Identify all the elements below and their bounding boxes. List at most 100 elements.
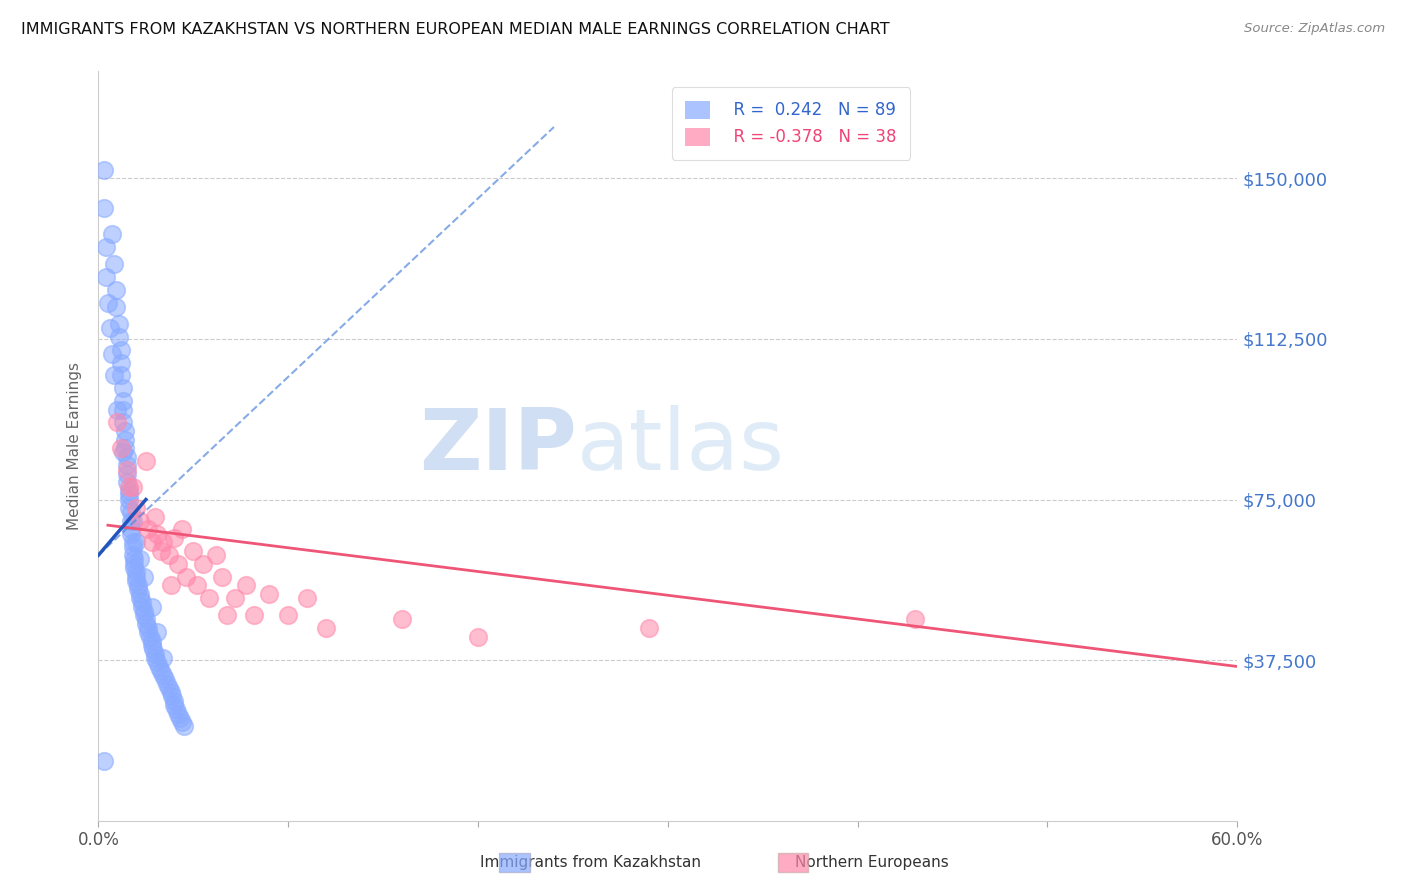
Point <box>104 300 127 314</box>
Point <box>146 655 169 669</box>
Text: atlas: atlas <box>576 404 785 488</box>
Point <box>129 514 152 528</box>
Point <box>118 501 141 516</box>
Point <box>150 664 173 678</box>
Point <box>120 523 142 537</box>
Point <box>114 433 136 447</box>
Point <box>157 681 180 695</box>
Point <box>108 317 131 331</box>
Point <box>142 642 165 657</box>
Point <box>174 569 197 583</box>
Point <box>467 630 489 644</box>
Point <box>904 612 927 626</box>
Point <box>162 690 184 704</box>
Point <box>124 561 146 575</box>
Point <box>132 608 155 623</box>
Point <box>112 445 135 459</box>
Point <box>141 633 163 648</box>
Point <box>169 711 191 725</box>
Point <box>146 625 169 640</box>
Point <box>94 240 117 254</box>
Point <box>125 501 148 516</box>
Point <box>315 621 337 635</box>
Point <box>127 582 149 597</box>
Point <box>224 591 246 605</box>
Point <box>152 668 174 682</box>
Legend:   R =  0.242   N = 89,   R = -0.378   N = 38: R = 0.242 N = 89, R = -0.378 N = 38 <box>672 87 910 160</box>
Point <box>141 535 163 549</box>
Text: ZIP: ZIP <box>419 404 576 488</box>
Point <box>146 526 169 541</box>
Point <box>170 715 193 730</box>
Point <box>120 514 142 528</box>
Point <box>103 368 125 383</box>
Point <box>118 483 141 498</box>
Point <box>152 535 174 549</box>
Point <box>121 480 143 494</box>
Point <box>100 227 122 241</box>
Point <box>112 381 135 395</box>
Point <box>156 676 179 690</box>
Point <box>93 754 115 768</box>
Point <box>211 569 233 583</box>
Point <box>98 321 121 335</box>
Point <box>93 162 115 177</box>
Point <box>136 621 159 635</box>
Point <box>114 441 136 455</box>
Point <box>129 587 152 601</box>
Point <box>167 557 190 571</box>
Point <box>112 402 135 417</box>
Point <box>135 612 157 626</box>
Point <box>159 578 181 592</box>
Point <box>163 694 186 708</box>
Point <box>121 535 143 549</box>
Point <box>183 544 205 558</box>
Point <box>121 548 143 562</box>
Point <box>97 295 120 310</box>
Point <box>152 651 174 665</box>
Point <box>115 462 138 476</box>
Point <box>163 531 186 545</box>
Point <box>110 368 132 383</box>
Point <box>277 608 299 623</box>
Point <box>167 706 190 721</box>
Point <box>259 587 281 601</box>
Point <box>108 330 131 344</box>
Point <box>127 578 149 592</box>
Point <box>115 458 138 473</box>
Point <box>170 523 193 537</box>
Point <box>110 343 132 357</box>
Point <box>138 630 160 644</box>
Point <box>150 544 173 558</box>
Point <box>110 441 132 455</box>
Point <box>121 540 143 554</box>
Point <box>120 505 142 519</box>
Point <box>136 625 159 640</box>
Text: Immigrants from Kazakhstan: Immigrants from Kazakhstan <box>479 855 702 870</box>
Point <box>157 548 180 562</box>
Point <box>243 608 266 623</box>
Point <box>125 574 148 588</box>
Point <box>145 509 167 524</box>
Point <box>93 202 115 216</box>
Point <box>125 566 148 580</box>
Point <box>112 394 135 409</box>
Point <box>145 651 167 665</box>
Point <box>159 685 181 699</box>
Point <box>121 514 143 528</box>
Point <box>120 526 142 541</box>
Point <box>205 548 228 562</box>
Point <box>115 467 138 481</box>
Point <box>110 355 132 369</box>
Point <box>391 612 413 626</box>
Point <box>638 621 661 635</box>
Point <box>107 416 129 430</box>
Point <box>104 283 127 297</box>
Point <box>114 424 136 438</box>
Point <box>173 719 195 733</box>
Point <box>118 480 141 494</box>
Point <box>100 347 122 361</box>
Point <box>124 557 146 571</box>
Point <box>235 578 257 592</box>
Point <box>125 535 148 549</box>
